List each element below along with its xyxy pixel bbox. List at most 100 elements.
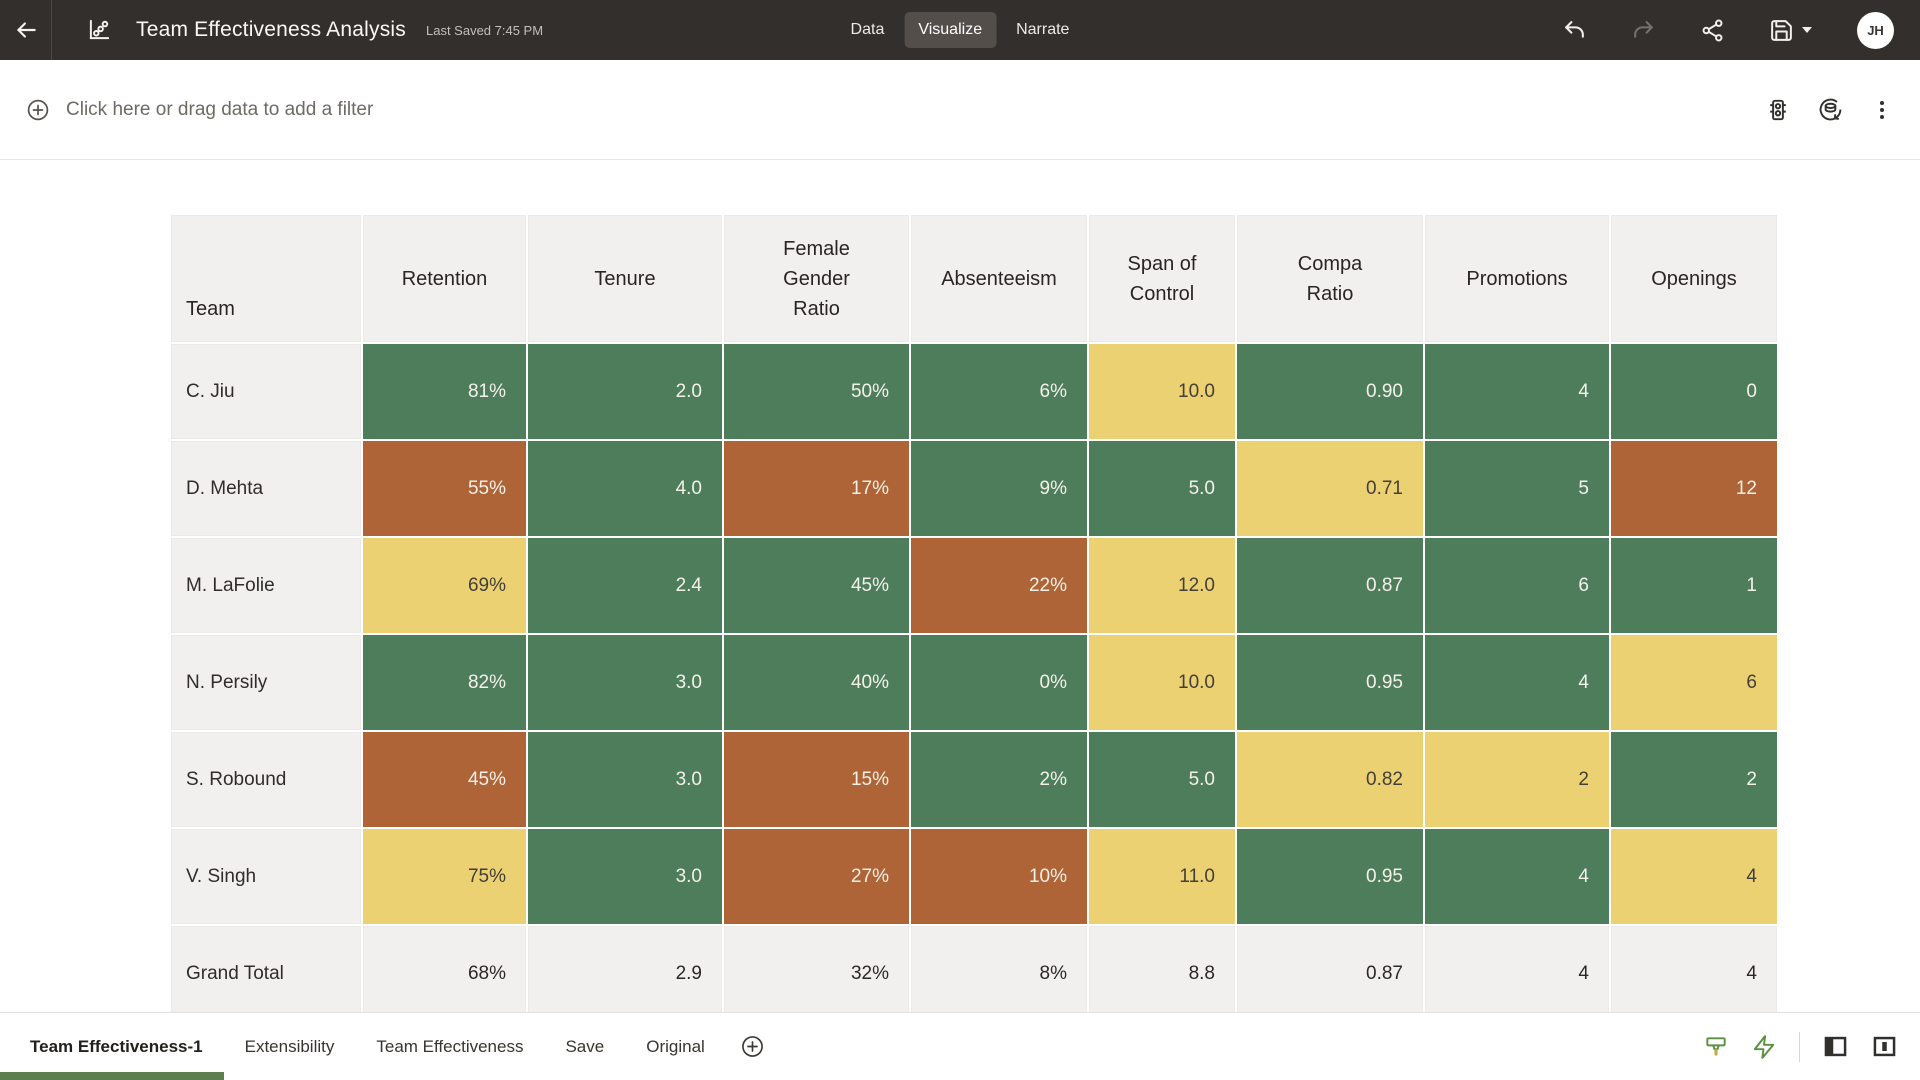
row-label[interactable]: N. Persily [171, 635, 361, 730]
limit-values-button[interactable] [1765, 97, 1791, 123]
data-cell[interactable]: 45% [363, 732, 526, 827]
toggle-right-panel-button[interactable] [1871, 1033, 1898, 1060]
column-header[interactable]: Retention [363, 215, 526, 342]
data-cell[interactable]: 2.0 [528, 344, 722, 439]
column-header[interactable]: Absenteeism [911, 215, 1087, 342]
data-cell[interactable]: 12.0 [1089, 538, 1235, 633]
grand-total-cell[interactable]: 2.9 [528, 926, 722, 1021]
tab-visualize[interactable]: Visualize [904, 12, 997, 48]
data-cell[interactable]: 17% [724, 441, 909, 536]
tab-narrate[interactable]: Narrate [1002, 12, 1083, 48]
data-cell[interactable]: 75% [363, 829, 526, 924]
data-cell[interactable]: 6 [1425, 538, 1609, 633]
grand-total-cell[interactable]: 0.87 [1237, 926, 1423, 1021]
column-header[interactable]: Promotions [1425, 215, 1609, 342]
column-header[interactable]: Female Gender Ratio [724, 215, 909, 342]
data-cell[interactable]: 0.87 [1237, 538, 1423, 633]
row-label[interactable]: C. Jiu [171, 344, 361, 439]
row-label[interactable]: M. LaFolie [171, 538, 361, 633]
data-cell[interactable]: 0.95 [1237, 635, 1423, 730]
toggle-left-panel-button[interactable] [1822, 1033, 1849, 1060]
add-filter-dropzone[interactable]: Click here or drag data to add a filter [26, 98, 373, 122]
data-cell[interactable]: 3.0 [528, 635, 722, 730]
traffic-light-icon [1765, 97, 1791, 123]
data-cell[interactable]: 4 [1425, 829, 1609, 924]
touch-up-button[interactable] [1703, 1034, 1729, 1060]
data-cell[interactable]: 3.0 [528, 732, 722, 827]
data-cell[interactable]: 5 [1425, 441, 1609, 536]
data-cell[interactable]: 5.0 [1089, 441, 1235, 536]
auto-insights-button[interactable] [1751, 1034, 1777, 1060]
row-label[interactable]: D. Mehta [171, 441, 361, 536]
team-column-header[interactable]: Team [171, 215, 361, 342]
data-cell[interactable]: 1 [1611, 538, 1777, 633]
data-cell[interactable]: 6 [1611, 635, 1777, 730]
column-header[interactable]: Span of Control [1089, 215, 1235, 342]
data-cell[interactable]: 10.0 [1089, 344, 1235, 439]
data-cell[interactable]: 5.0 [1089, 732, 1235, 827]
data-cell[interactable]: 2% [911, 732, 1087, 827]
grand-total-cell[interactable]: 4 [1611, 926, 1777, 1021]
data-cell[interactable]: 27% [724, 829, 909, 924]
row-label[interactable]: V. Singh [171, 829, 361, 924]
data-cell[interactable]: 12 [1611, 441, 1777, 536]
data-cell[interactable]: 40% [724, 635, 909, 730]
data-cell[interactable]: 50% [724, 344, 909, 439]
undo-button[interactable] [1562, 18, 1587, 43]
add-canvas-button[interactable] [740, 1013, 765, 1080]
data-cell[interactable]: 22% [911, 538, 1087, 633]
undo-icon [1562, 18, 1587, 43]
filter-bar: Click here or drag data to add a filter [0, 60, 1920, 160]
data-cell[interactable]: 0.82 [1237, 732, 1423, 827]
grand-total-cell[interactable]: 68% [363, 926, 526, 1021]
column-header[interactable]: Compa Ratio [1237, 215, 1423, 342]
data-cell[interactable]: 45% [724, 538, 909, 633]
data-cell[interactable]: 0.71 [1237, 441, 1423, 536]
canvas-tab-save[interactable]: Save [544, 1013, 625, 1080]
data-cell[interactable]: 4 [1425, 344, 1609, 439]
data-cell[interactable]: 9% [911, 441, 1087, 536]
row-label[interactable]: S. Robound [171, 732, 361, 827]
grand-total-cell[interactable]: 8% [911, 926, 1087, 1021]
grand-total-cell[interactable]: 32% [724, 926, 909, 1021]
redo-button[interactable] [1631, 18, 1656, 43]
data-cell[interactable]: 0 [1611, 344, 1777, 439]
data-cell[interactable]: 4 [1611, 829, 1777, 924]
data-cell[interactable]: 2 [1611, 732, 1777, 827]
data-cell[interactable]: 4.0 [528, 441, 722, 536]
share-button[interactable] [1700, 18, 1725, 43]
data-cell[interactable]: 10.0 [1089, 635, 1235, 730]
data-cell[interactable]: 10% [911, 829, 1087, 924]
data-cell[interactable]: 81% [363, 344, 526, 439]
data-cell[interactable]: 0.95 [1237, 829, 1423, 924]
column-header[interactable]: Tenure [528, 215, 722, 342]
grand-total-label[interactable]: Grand Total [171, 926, 361, 1021]
data-cell[interactable]: 0.90 [1237, 344, 1423, 439]
data-cell[interactable]: 4 [1425, 635, 1609, 730]
save-button[interactable] [1769, 18, 1813, 43]
back-button[interactable] [0, 0, 52, 60]
data-cell[interactable]: 2 [1425, 732, 1609, 827]
canvas-tab-team-effectiveness[interactable]: Team Effectiveness [355, 1013, 544, 1080]
data-cell[interactable]: 15% [724, 732, 909, 827]
data-cell[interactable]: 55% [363, 441, 526, 536]
more-options-button[interactable] [1870, 98, 1894, 122]
data-cell[interactable]: 2.4 [528, 538, 722, 633]
data-cell[interactable]: 3.0 [528, 829, 722, 924]
paint-roller-icon [1703, 1034, 1729, 1060]
canvas-tab-extensibility[interactable]: Extensibility [224, 1013, 356, 1080]
grand-total-cell[interactable]: 8.8 [1089, 926, 1235, 1021]
table-row: M. LaFolie 69% 2.4 45% 22% 12.0 0.87 6 1 [171, 538, 1777, 633]
avatar[interactable]: JH [1857, 11, 1894, 49]
data-cell[interactable]: 69% [363, 538, 526, 633]
data-cell[interactable]: 82% [363, 635, 526, 730]
refresh-data-button[interactable] [1817, 96, 1844, 123]
tab-data[interactable]: Data [837, 12, 899, 48]
column-header[interactable]: Openings [1611, 215, 1777, 342]
data-cell[interactable]: 0% [911, 635, 1087, 730]
data-cell[interactable]: 6% [911, 344, 1087, 439]
data-cell[interactable]: 11.0 [1089, 829, 1235, 924]
canvas-tab-team-effectiveness-1[interactable]: Team Effectiveness-1 [0, 1013, 224, 1080]
grand-total-cell[interactable]: 4 [1425, 926, 1609, 1021]
canvas-tab-original[interactable]: Original [625, 1013, 726, 1080]
